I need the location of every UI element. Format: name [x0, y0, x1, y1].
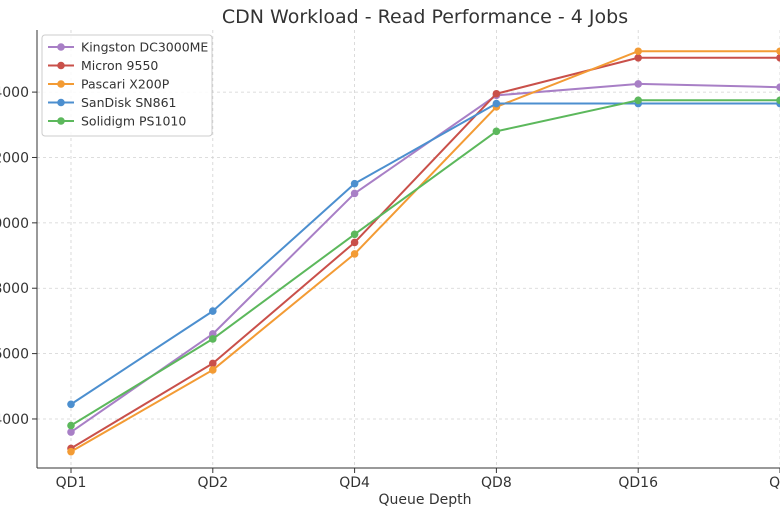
legend-box	[41, 34, 213, 137]
legend-label: Kingston DC3000ME	[81, 40, 208, 55]
legend-swatch-marker	[57, 61, 65, 70]
x-axis-label: Queue Depth	[378, 492, 471, 508]
data-point	[776, 83, 780, 92]
data-point	[634, 47, 642, 56]
legend-swatch-marker	[57, 98, 65, 107]
x-tick-label: QD8	[481, 475, 512, 491]
y-tick-label: 4000	[0, 85, 29, 101]
axes	[36, 30, 780, 469]
data-point	[209, 307, 217, 315]
data-point	[634, 96, 642, 105]
x-tick-label: QD1	[56, 475, 87, 491]
data-point	[209, 335, 217, 343]
data-point	[67, 421, 75, 430]
legend-swatch-marker	[57, 43, 65, 51]
legend-label: Solidigm PS1010	[81, 114, 186, 129]
data-point	[350, 238, 359, 247]
legend-swatch-marker	[57, 117, 65, 125]
data-point	[350, 189, 359, 198]
data-point	[67, 428, 75, 436]
data-point	[67, 400, 75, 409]
data-point	[350, 230, 359, 239]
series-line-4	[70, 102, 780, 406]
legend-label: Pascari X200P	[81, 77, 170, 92]
legend-label: Micron 9550	[81, 58, 158, 73]
data-point	[492, 89, 501, 98]
data-point	[209, 366, 217, 374]
data-point	[776, 53, 780, 62]
data-point	[209, 359, 217, 368]
y-tick-label: 6000	[0, 347, 29, 363]
series-layer	[67, 47, 780, 456]
y-tick-label: 4000	[0, 412, 29, 428]
data-point	[67, 447, 75, 456]
x-axis-ticks: QD1 QD2 QD4 QD8 QD16 QD	[56, 468, 780, 491]
data-point	[492, 99, 501, 108]
y-tick-label: 8000	[0, 281, 29, 297]
data-point	[350, 250, 359, 258]
data-point	[350, 179, 359, 188]
data-point	[634, 80, 642, 88]
legend-swatch-marker	[57, 80, 65, 88]
data-point	[776, 47, 780, 56]
x-tick-label: QD	[769, 475, 780, 491]
legend-label: SanDisk SN861	[81, 95, 176, 110]
series-line-2	[70, 56, 780, 450]
x-tick-label: QD4	[339, 475, 370, 491]
data-point	[776, 96, 780, 105]
data-point	[492, 127, 501, 136]
chart-title: CDN Workload - Read Performance - 4 Jobs	[222, 6, 628, 28]
x-tick-label: QD2	[197, 475, 228, 491]
y-tick-label: 2000	[0, 150, 29, 166]
data-point	[634, 53, 642, 62]
legend: Kingston DC3000ME Micron 9550 Pascari X200…	[41, 34, 213, 137]
series-line-5	[70, 99, 780, 427]
series-line-3	[70, 50, 780, 453]
x-tick-label: QD16	[618, 475, 658, 491]
